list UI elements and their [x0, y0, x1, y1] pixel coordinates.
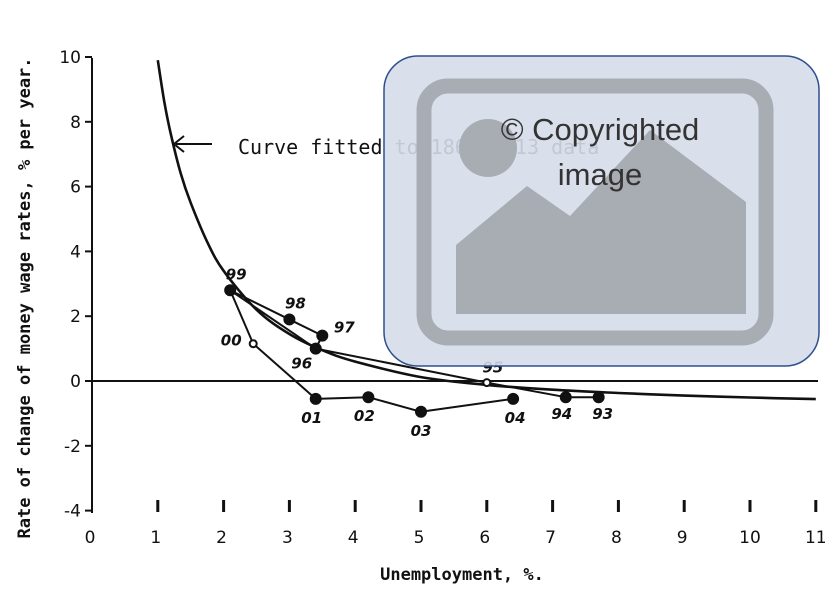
data-point-00 — [248, 339, 258, 349]
data-point-98 — [283, 313, 296, 326]
loop-segment — [288, 318, 323, 337]
data-point-03 — [415, 405, 427, 418]
year-label-01: 01 — [301, 409, 322, 427]
data-point-99 — [224, 284, 237, 297]
y-ticks: 10 8 6 4 2 0 -2 -4 — [59, 48, 92, 522]
x-tick-label: 7 — [545, 528, 556, 548]
data-point-97 — [316, 329, 329, 342]
y-tick-label: 4 — [70, 242, 81, 262]
year-label-99: 99 — [226, 265, 247, 283]
x-tick-label: 4 — [348, 528, 359, 548]
data-point-94 — [559, 391, 572, 404]
data-point-95 — [482, 378, 492, 388]
data-point-02 — [362, 391, 375, 404]
y-tick-label: 2 — [70, 307, 81, 327]
x-tick-label: 5 — [414, 528, 425, 548]
year-label-98: 98 — [285, 294, 306, 312]
loop-segment — [315, 396, 369, 400]
x-axis-label: Unemployment, %. — [380, 565, 544, 585]
x-tick-label: 1 — [150, 528, 161, 548]
x-tick-label: 8 — [611, 528, 622, 548]
y-axis-label: Rate of change of money wage rates, % pe… — [15, 57, 35, 538]
data-point-01 — [309, 392, 322, 405]
x-tick-label: 0 — [85, 528, 96, 548]
y-tick-label: 10 — [59, 48, 81, 68]
year-label-03: 03 — [411, 422, 432, 440]
year-label-97: 97 — [334, 319, 355, 337]
x-tick-label: 2 — [216, 528, 227, 548]
watermark-sun-icon — [459, 119, 517, 177]
loop-segment — [368, 396, 422, 413]
watermark-line-2: image — [558, 157, 642, 192]
data-point-04 — [507, 392, 520, 405]
loop-segment — [486, 381, 566, 399]
year-label-94: 94 — [551, 405, 572, 423]
year-label-04: 04 — [505, 409, 526, 427]
watermark-line-1: © Copyrighted — [501, 112, 700, 147]
data-point-93 — [592, 391, 605, 404]
x-tick-label: 10 — [739, 528, 761, 548]
year-label-00: 00 — [221, 332, 242, 350]
y-tick-label: -2 — [64, 437, 81, 457]
loop-segment — [229, 289, 290, 321]
year-label-02: 02 — [354, 407, 375, 425]
x-ticks: 0 1 2 3 4 5 6 7 8 9 10 11 — [85, 500, 827, 548]
x-tick-label: 9 — [677, 528, 688, 548]
annotation-arrow-head — [172, 135, 185, 153]
data-point-96 — [309, 342, 322, 355]
copyright-watermark: © Copyrighted image — [383, 55, 820, 367]
y-tick-label: -4 — [64, 502, 81, 522]
loop-segment — [315, 347, 487, 384]
loop-segment — [229, 289, 255, 345]
y-tick-label: 6 — [70, 178, 81, 198]
year-label-93: 93 — [592, 405, 613, 423]
watermark-mountain-icon — [456, 130, 746, 314]
loop-segment — [252, 342, 317, 400]
watermark-frame — [416, 78, 774, 346]
loop-segment — [229, 289, 317, 350]
y-tick-label: 0 — [70, 372, 81, 392]
x-tick-label: 6 — [479, 528, 490, 548]
x-tick-label: 11 — [805, 528, 827, 548]
year-label-96: 96 — [291, 355, 312, 373]
loop-segment — [420, 397, 514, 413]
y-tick-label: 8 — [70, 113, 81, 133]
x-tick-label: 3 — [282, 528, 293, 548]
